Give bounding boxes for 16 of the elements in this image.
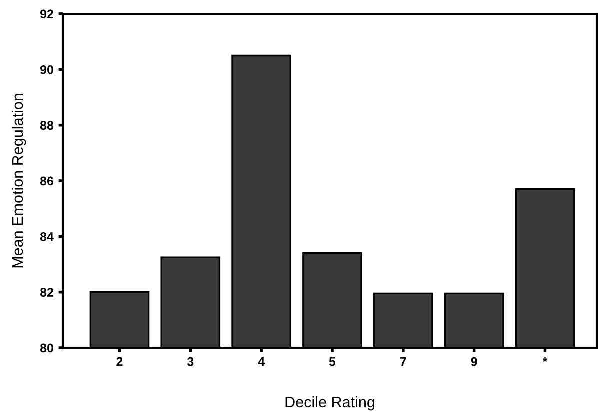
x-tick-label: 7 — [400, 357, 406, 366]
x-tick-label: 4 — [258, 357, 265, 366]
y-tick-label: 80 — [40, 344, 54, 353]
x-tick-label: 9 — [471, 357, 478, 366]
x-tick-label: 3 — [187, 357, 194, 366]
x-tick-label: 5 — [329, 357, 336, 366]
y-axis-title: Mean Emotion Regulation — [12, 94, 26, 268]
y-tick-label: 86 — [40, 176, 54, 186]
y-tick-label: 82 — [40, 288, 54, 297]
y-tick-label: 88 — [40, 121, 54, 130]
y-tick-label: 90 — [40, 65, 54, 74]
x-tick-label: 2 — [116, 357, 123, 366]
y-tick-label: 84 — [40, 232, 54, 242]
y-tick-label: 92 — [40, 10, 54, 19]
x-tick-label: * — [542, 357, 548, 362]
x-axis-title: Decile Rating — [286, 396, 374, 411]
